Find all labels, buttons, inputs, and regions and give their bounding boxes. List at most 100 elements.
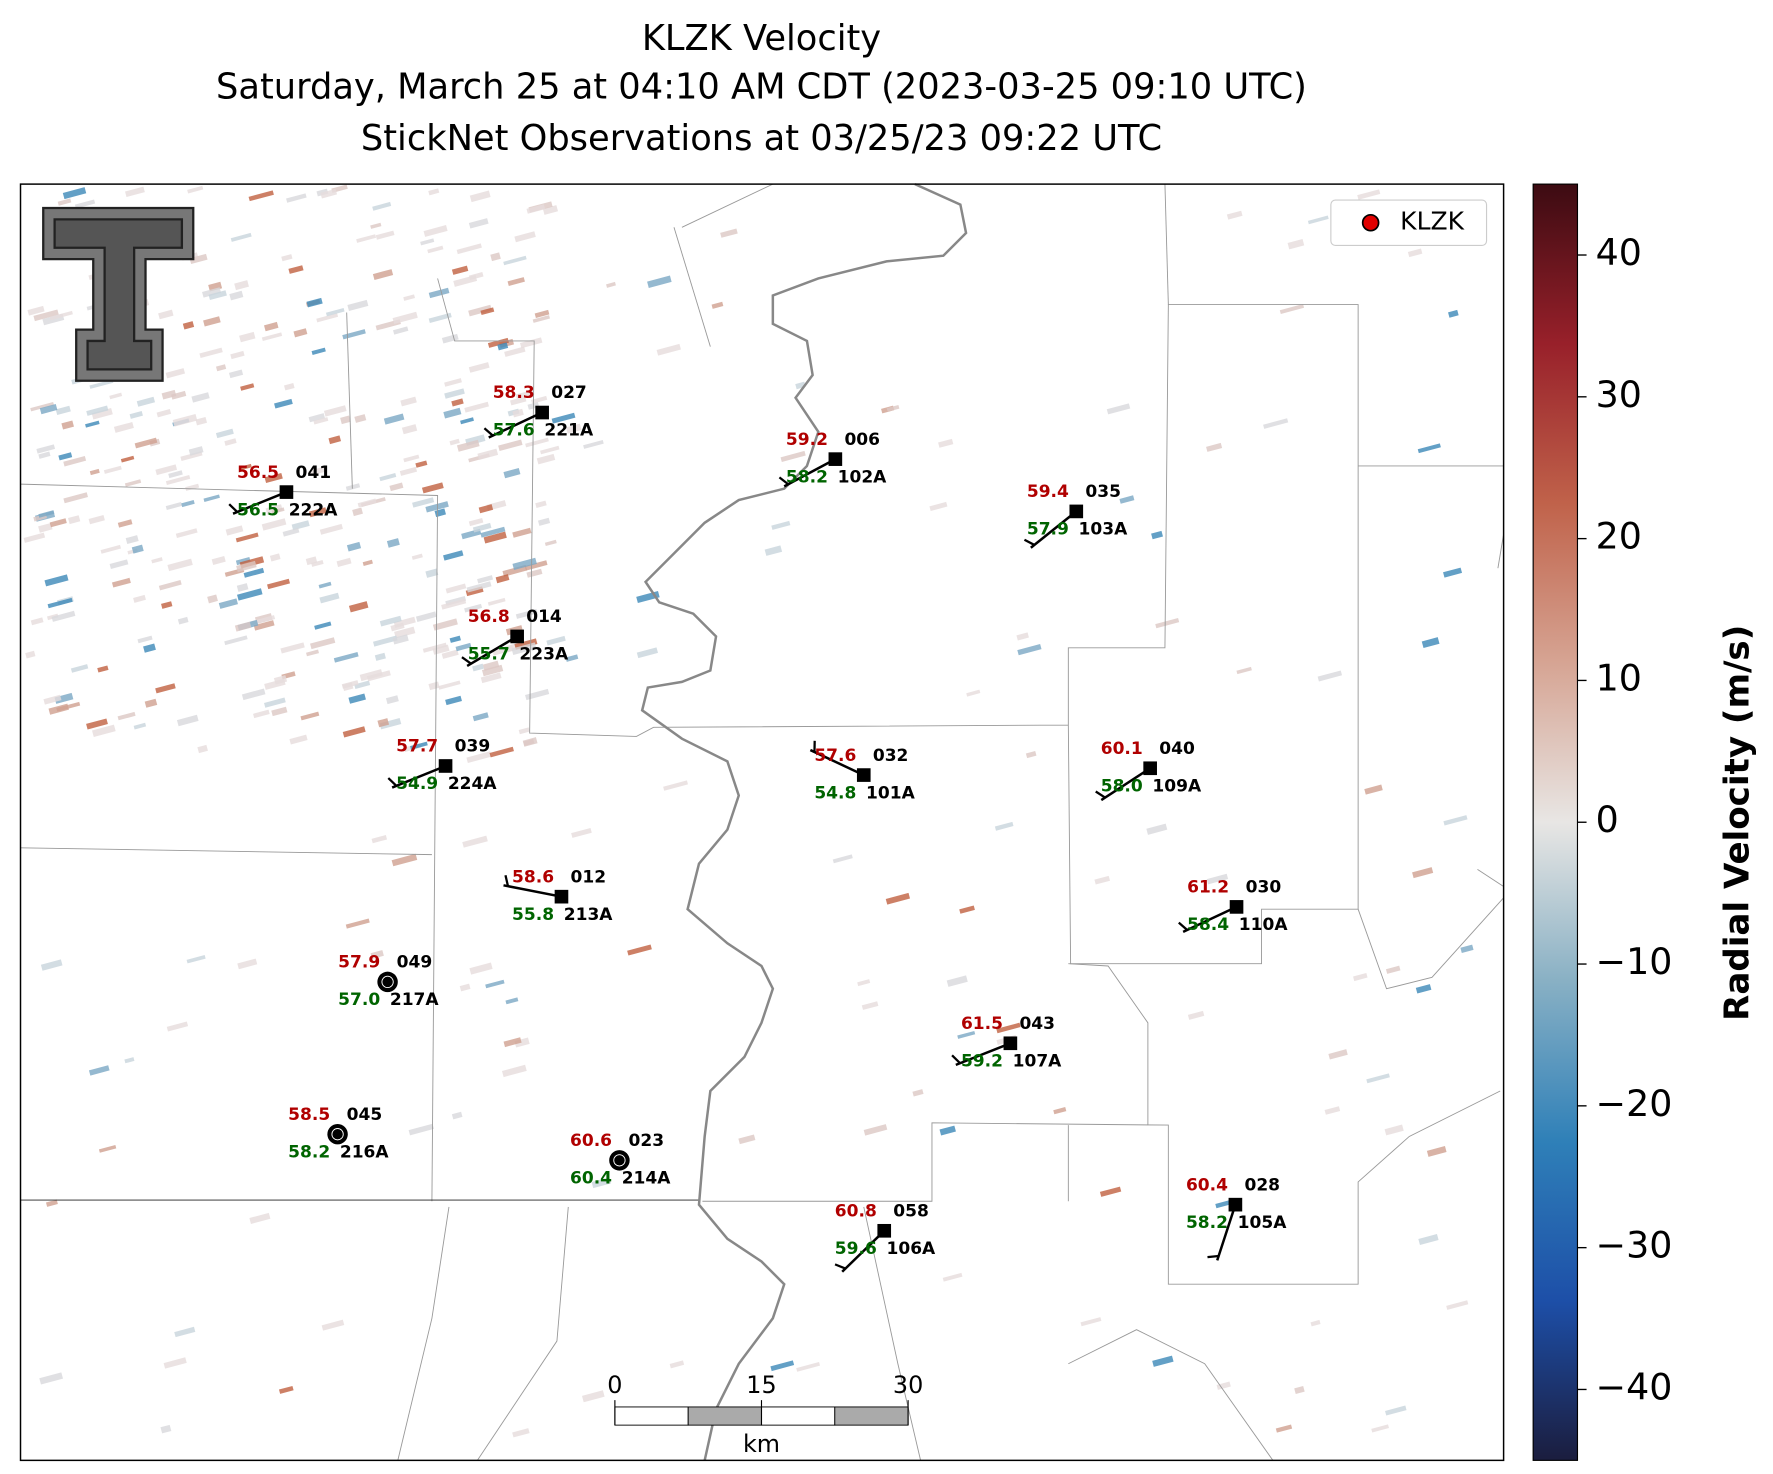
county-lines (20, 183, 1505, 1461)
radar-return (218, 598, 238, 609)
wind-barb (232, 490, 287, 515)
radar-return (770, 1360, 795, 1372)
temperature: 56.5 (237, 463, 279, 483)
radar-return (158, 580, 182, 591)
radar-return (241, 688, 266, 701)
radar-return (391, 853, 418, 867)
radar-return (1385, 965, 1401, 974)
radar-return (438, 680, 461, 690)
dewpoint: 55.7 (468, 645, 510, 665)
radar-return (235, 557, 251, 566)
wind-barb-flag (1178, 921, 1188, 931)
radar-return (103, 465, 122, 474)
probe-id: 105A (1238, 1213, 1288, 1233)
station: 58.6 012 55.8 213A (503, 867, 613, 925)
radar-return (483, 531, 507, 544)
dewpoint: 57.6 (493, 421, 535, 441)
radar-return (1025, 750, 1037, 759)
radar-return (342, 682, 354, 691)
station-id: 039 (455, 737, 491, 757)
radar-return (311, 559, 324, 567)
colorbar-tick-label: 0 (1596, 798, 1619, 841)
radar-return (394, 626, 416, 639)
radar-return (503, 468, 521, 479)
radar-return (1384, 1124, 1404, 1136)
radar-return (1151, 530, 1163, 540)
radar-return (91, 408, 113, 420)
radar-return (443, 550, 464, 561)
colorbar-tick-label: 30 (1596, 373, 1642, 416)
radar-return (308, 507, 327, 518)
radar-return (336, 557, 352, 567)
radar-return (284, 383, 295, 391)
radar-return (1426, 1146, 1447, 1157)
radar-return (503, 1037, 522, 1048)
wind-barb-flag (1095, 790, 1106, 799)
radar-return (62, 187, 87, 200)
station-id: 006 (844, 430, 880, 450)
radar-return (1206, 442, 1223, 452)
radar-return (174, 1326, 196, 1338)
radar-return (656, 343, 681, 356)
colorbar-tick-label: 40 (1596, 231, 1642, 274)
radar-return (428, 312, 452, 323)
probe-id: 223A (519, 645, 569, 665)
radar-return (191, 392, 210, 403)
radar-return (271, 706, 288, 717)
wind-barb (841, 1229, 886, 1273)
radar-return (177, 616, 189, 625)
radar-return (88, 514, 105, 525)
wind-barb-flag (483, 427, 494, 437)
radar-return (411, 553, 423, 560)
temperature: 59.2 (786, 430, 828, 450)
radar-return (383, 413, 405, 425)
radar-return (1417, 443, 1441, 454)
radar-return (291, 520, 310, 531)
radar-return (408, 1123, 434, 1136)
radar-return (510, 396, 527, 406)
radar-return (959, 905, 975, 914)
radar-return (203, 316, 221, 327)
dewpoint: 60.4 (570, 1169, 612, 1189)
map-frame (20, 184, 1504, 1461)
radar-return (161, 389, 177, 400)
radar-return (583, 440, 604, 449)
river (640, 182, 968, 1461)
wind-barb-flag (834, 1263, 846, 1270)
radar-return (117, 519, 133, 528)
radar-return (289, 734, 308, 745)
subtitle: StickNet Observations at 03/25/23 09:22 … (361, 118, 1162, 159)
radar-return (929, 501, 948, 512)
radar-return (372, 269, 394, 280)
probe-id: 214A (622, 1169, 672, 1189)
radar-return (957, 1030, 976, 1039)
radar-return (61, 420, 74, 430)
scale-bar-segment (834, 1406, 909, 1426)
radar-return (186, 955, 206, 964)
radar-return (133, 722, 147, 730)
radar-return (176, 714, 199, 727)
radar-return (239, 331, 256, 343)
radar-return (501, 1064, 527, 1078)
probe-id: 102A (838, 467, 888, 487)
station: 58.3 027 57.6 221A (483, 383, 594, 441)
radar-return (480, 672, 502, 684)
radar-return (215, 364, 227, 372)
radar-return (460, 417, 474, 425)
radar-return (472, 663, 484, 672)
temperature: 57.9 (338, 953, 380, 973)
radar-return (111, 577, 131, 588)
radar-return (764, 545, 783, 556)
station-marker (828, 452, 843, 466)
radar-return (1385, 1405, 1407, 1416)
radar-return (215, 428, 234, 439)
radar-return (490, 252, 501, 262)
radar-return (487, 337, 509, 348)
radar-return (100, 544, 121, 554)
radar-return (512, 527, 532, 538)
radar-return (163, 1357, 187, 1369)
radar-return (264, 472, 283, 484)
radar-return (412, 497, 435, 508)
radar-return (348, 693, 366, 704)
radar-return (505, 997, 519, 1005)
